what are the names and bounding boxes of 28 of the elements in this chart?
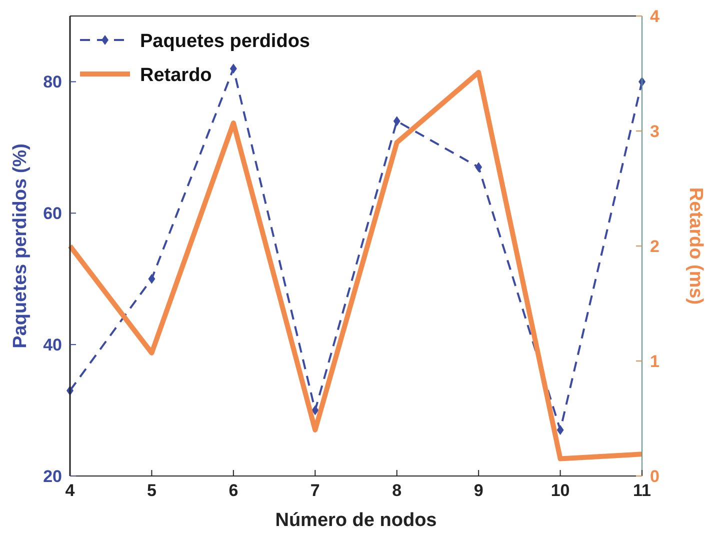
- x-tick-label: 8: [392, 481, 402, 500]
- x-tick-label: 5: [146, 481, 156, 500]
- x-tick-label: 7: [310, 481, 320, 500]
- legend-label: Retardo: [140, 65, 212, 86]
- point: [556, 425, 564, 435]
- point: [148, 274, 156, 284]
- y-tick-label: 40: [43, 336, 62, 355]
- x-axis-title: Número de nodos: [275, 510, 437, 531]
- y2-axis-title: Retardo (ms): [685, 187, 706, 305]
- x-tick-label: 10: [550, 481, 570, 500]
- x-tick-label: 11: [633, 481, 651, 500]
- y2-tick-label: 4: [650, 7, 660, 26]
- x-tick-label: 4: [65, 481, 76, 500]
- y-tick-label: 20: [43, 467, 62, 486]
- y2-tick-label: 2: [650, 237, 660, 256]
- point: [393, 116, 400, 126]
- y2-tick-label: 1: [650, 352, 660, 371]
- legend-label: Paquetes perdidos: [140, 31, 310, 52]
- y2-tick-label: 0: [650, 467, 660, 486]
- y2-tick-label: 3: [650, 122, 660, 141]
- point: [230, 64, 237, 74]
- point: [312, 405, 319, 416]
- x-tick-label: 9: [474, 481, 484, 500]
- y-tick-label: 60: [43, 204, 62, 224]
- y-tick-label: 80: [43, 72, 62, 92]
- point: [475, 162, 482, 172]
- x-tick-label: 6: [228, 481, 238, 500]
- y-axis-title: Paquetes perdidos (%): [10, 144, 31, 348]
